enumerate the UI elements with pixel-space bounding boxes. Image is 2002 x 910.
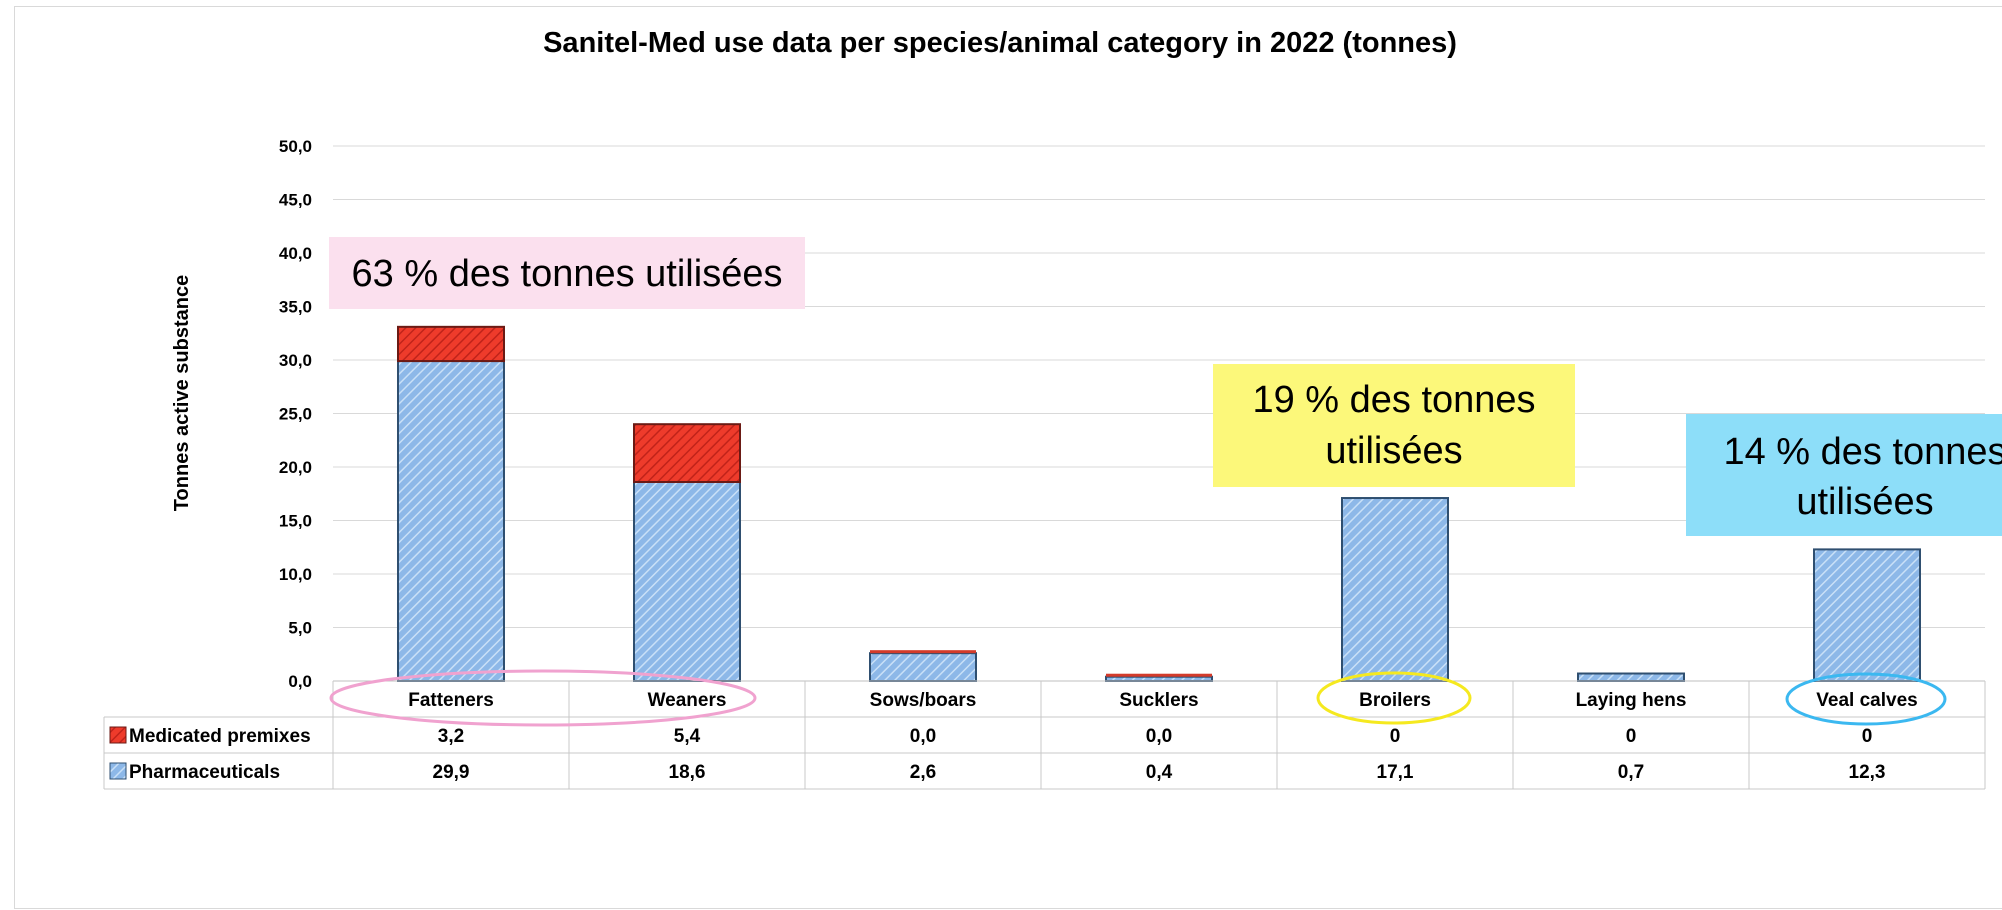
callout-box [1686, 414, 2002, 536]
table-cell-value: 29,9 [433, 762, 470, 783]
y-tick-label: 15,0 [279, 512, 312, 531]
table-cell-value: 0 [1862, 726, 1873, 747]
callout-texts: 63 % des tonnes utilisées 19 % des tonnes… [352, 253, 2002, 523]
bar-pharmaceuticals [397, 360, 505, 682]
y-axis-ticks: 0,0 5,0 10,0 15,0 20,0 25,0 30,0 35,0 40,0 45,0 50… [279, 137, 312, 691]
y-tick-label: 35,0 [279, 298, 312, 317]
callout-box [1213, 364, 1575, 487]
bar-pharmaceuticals [1105, 675, 1213, 682]
x-tick-label: Broilers [1359, 690, 1431, 711]
y-tick-label: 45,0 [279, 191, 312, 210]
y-tick-label: 30,0 [279, 351, 312, 370]
table-cell-value: 0 [1626, 726, 1637, 747]
y-axis-label: Tonnes active substance [171, 275, 193, 511]
bar-pharmaceuticals [1813, 548, 1921, 683]
table-cell-value: 0 [1390, 726, 1401, 747]
y-tick-label: 10,0 [279, 565, 312, 584]
table-cell-value: 0,0 [910, 726, 936, 747]
x-tick-label: Sucklers [1119, 690, 1198, 711]
bars [333, 325, 1985, 683]
callout-box [329, 237, 805, 309]
callout-backgrounds [329, 237, 2002, 536]
x-tick-label: Sows/boars [870, 690, 977, 711]
table-cell-value: 0,4 [1146, 762, 1173, 783]
bar-pharmaceuticals [1577, 672, 1685, 683]
table-cell-value: 0,0 [1146, 726, 1172, 747]
bar-medicated-premixes [870, 650, 976, 654]
table-cell-value: 2,6 [910, 762, 936, 783]
y-tick-label: 20,0 [279, 458, 312, 477]
bar-medicated-premixes [633, 423, 741, 483]
table-cell-value: 17,1 [1377, 762, 1414, 783]
legend-label: Medicated premixes [129, 726, 311, 747]
x-tick-label: Weaners [648, 690, 727, 711]
x-tick-label: Veal calves [1816, 690, 1917, 711]
legend-swatch [109, 726, 127, 744]
highlight-ellipse [329, 669, 757, 727]
y-tick-label: 25,0 [279, 405, 312, 424]
bar-pharmaceuticals [633, 480, 741, 683]
bar-medicated-premixes [397, 325, 505, 363]
table-cell-value: 5,4 [674, 726, 701, 747]
callout-text: 63 % des tonnes utilisées [352, 253, 783, 295]
highlight-ellipse [1785, 672, 1947, 726]
y-tick-label: 40,0 [279, 244, 312, 263]
legend-swatch [109, 762, 127, 780]
gridlines [333, 145, 1985, 682]
bar-pharmaceuticals [1341, 497, 1449, 682]
highlight-ellipse [1316, 671, 1472, 725]
x-tick-label: Laying hens [1576, 690, 1687, 711]
table-cell-value: 3,2 [438, 726, 464, 747]
data-table: Fatteners Weaners Sows/boars Sucklers Broile… [103, 681, 1986, 790]
callout-text: 14 % des tonnes utilisées [1723, 431, 2002, 523]
chart-frame [14, 6, 2002, 909]
y-tick-label: 0,0 [288, 672, 312, 691]
bar-medicated-premixes [1106, 673, 1212, 677]
table-cell-value: 0,7 [1618, 762, 1644, 783]
y-tick-label: 5,0 [288, 619, 312, 638]
bar-pharmaceuticals [869, 652, 977, 682]
callout-text: 19 % des tonnes utilisées [1252, 379, 1535, 472]
highlight-ellipses [329, 669, 1947, 727]
table-cell-value: 12,3 [1849, 762, 1886, 783]
chart-title: Sanitel-Med use data per species/animal … [543, 27, 1457, 59]
table-cell-value: 18,6 [669, 762, 706, 783]
y-tick-label: 50,0 [279, 137, 312, 156]
legend-label: Pharmaceuticals [129, 762, 280, 783]
x-tick-label: Fatteners [408, 690, 494, 711]
